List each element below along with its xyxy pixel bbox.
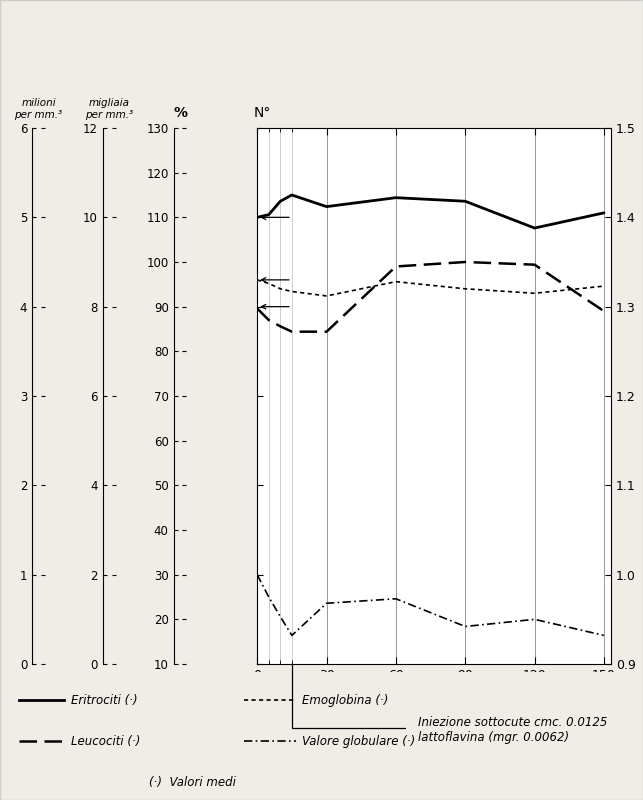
- Text: milioni
per mm.³: milioni per mm.³: [15, 98, 62, 120]
- Text: Iniezione sottocute cmc. 0.0125
lattoflavina (mgr. 0.0062): Iniezione sottocute cmc. 0.0125 lattofla…: [418, 715, 608, 744]
- Text: 10: 10: [274, 678, 286, 688]
- Text: Leucociti (·): Leucociti (·): [71, 734, 140, 748]
- Text: N°: N°: [253, 106, 271, 120]
- Text: 5: 5: [266, 678, 272, 688]
- Text: Emoglobina (·): Emoglobina (·): [302, 694, 388, 706]
- Text: 15: 15: [285, 678, 298, 688]
- X-axis label: Minuti primi: Minuti primi: [393, 687, 475, 702]
- Text: migliaia
per mm.³: migliaia per mm.³: [86, 98, 133, 120]
- Text: %: %: [173, 106, 187, 120]
- Text: Valore globulare (·): Valore globulare (·): [302, 734, 415, 748]
- Text: Eritrociti (·): Eritrociti (·): [71, 694, 138, 706]
- Text: (·)  Valori medi: (·) Valori medi: [149, 775, 237, 789]
